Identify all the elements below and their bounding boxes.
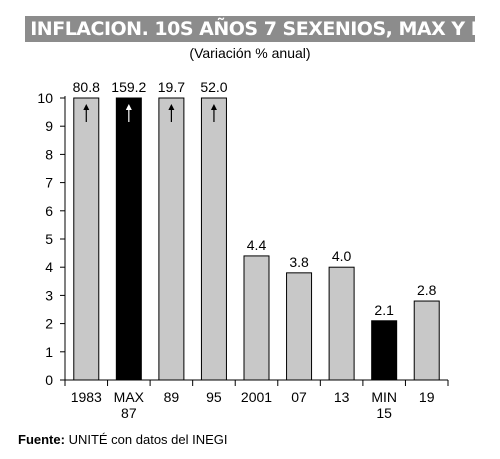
truncation-arrowhead-2 <box>168 104 175 110</box>
category-label-3: 95 <box>206 389 222 405</box>
bar-6 <box>328 266 355 381</box>
bar-4 <box>243 255 270 381</box>
y-tick-label-1: 1 <box>45 344 53 360</box>
bar-2 <box>158 97 185 381</box>
category-label-7-1: 15 <box>376 405 392 421</box>
category-label-2: 89 <box>164 389 180 405</box>
category-label-8: 19 <box>419 389 435 405</box>
y-tick-label-8: 8 <box>45 146 53 162</box>
bar-0 <box>73 97 100 381</box>
bar-1 <box>115 97 142 381</box>
y-tick-label-5: 5 <box>45 231 53 247</box>
chart-title: G-2 INFLACION. 10S AÑOS 7 SEXENIOS, MAX … <box>25 16 475 42</box>
source-note: Fuente: UNITÉ con datos del INEGI <box>18 432 228 447</box>
category-label-7-0: MIN <box>371 389 397 405</box>
value-label-1: 159.2 <box>111 79 146 95</box>
y-tick-label-9: 9 <box>45 118 53 134</box>
bar-3 <box>200 97 227 381</box>
bar-8 <box>413 300 440 381</box>
bar-5 <box>286 272 313 381</box>
value-label-0: 80.8 <box>73 79 100 95</box>
y-tick-label-10: 10 <box>37 90 53 106</box>
source-text: UNITÉ con datos del INEGI <box>64 432 228 447</box>
value-label-2: 19.7 <box>158 79 185 95</box>
source-label: Fuente: <box>18 432 65 447</box>
y-tick-label-2: 2 <box>45 316 53 332</box>
value-label-5: 3.8 <box>289 254 309 270</box>
y-tick-label-7: 7 <box>45 175 53 191</box>
truncation-arrowhead-0 <box>83 104 90 110</box>
category-label-5: 07 <box>291 389 307 405</box>
value-label-4: 4.4 <box>247 237 267 253</box>
bar-chart: 01234567891080.81983159.2MAX8719.78952.0… <box>37 79 449 421</box>
category-label-4: 2001 <box>241 389 272 405</box>
y-tick-label-6: 6 <box>45 203 53 219</box>
bar-7 <box>371 320 398 381</box>
value-label-3: 52.0 <box>200 79 227 95</box>
category-label-6: 13 <box>334 389 350 405</box>
chart-subtitle: (Variación % anual) <box>189 45 311 61</box>
value-label-7: 2.1 <box>374 302 394 318</box>
y-tick-label-0: 0 <box>45 372 53 388</box>
truncation-arrowhead-1 <box>125 104 132 110</box>
truncation-arrowhead-3 <box>210 104 217 110</box>
category-label-0: 1983 <box>71 389 102 405</box>
y-tick-label-4: 4 <box>45 259 53 275</box>
category-label-1-0: MAX <box>114 389 145 405</box>
value-label-6: 4.0 <box>332 248 352 264</box>
category-label-1-1: 87 <box>121 405 137 421</box>
y-tick-label-3: 3 <box>45 287 53 303</box>
value-label-8: 2.8 <box>417 282 437 298</box>
